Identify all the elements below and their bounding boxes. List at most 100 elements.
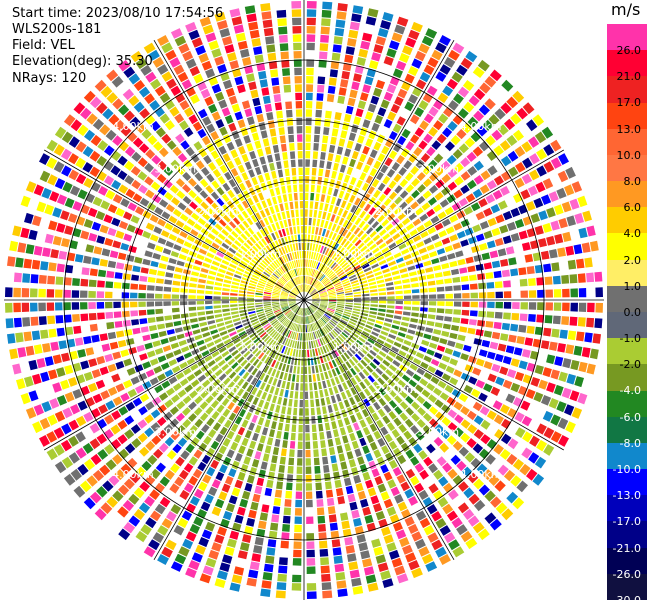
velocity-gate xyxy=(280,448,287,457)
velocity-gate xyxy=(261,504,270,513)
velocity-gate xyxy=(132,397,143,407)
velocity-gate xyxy=(181,79,193,90)
velocity-gate xyxy=(366,434,374,444)
velocity-gate xyxy=(296,315,300,324)
velocity-gate xyxy=(393,143,402,153)
velocity-gate xyxy=(400,321,409,327)
velocity-gate xyxy=(210,459,220,469)
velocity-gate xyxy=(337,335,345,343)
velocity-gate xyxy=(293,260,297,268)
velocity-gate xyxy=(595,287,603,298)
velocity-gate xyxy=(277,473,284,482)
velocity-gate xyxy=(258,264,265,271)
velocity-gate xyxy=(343,329,350,336)
velocity-gate xyxy=(306,285,310,293)
velocity-gate xyxy=(112,490,124,502)
velocity-gate xyxy=(61,423,72,435)
velocity-gate xyxy=(293,192,298,201)
velocity-gate xyxy=(446,435,457,446)
velocity-gate xyxy=(383,393,392,402)
velocity-gate xyxy=(216,251,225,258)
velocity-gate xyxy=(347,553,357,562)
velocity-gate xyxy=(536,277,545,286)
velocity-gate xyxy=(168,376,178,385)
velocity-gate xyxy=(205,32,217,43)
velocity-gate xyxy=(320,302,328,305)
velocity-gate xyxy=(306,59,315,67)
velocity-gate xyxy=(416,367,426,376)
velocity-gate xyxy=(145,71,157,83)
velocity-gate xyxy=(131,179,141,190)
velocity-gate xyxy=(244,230,251,238)
velocity-gate xyxy=(399,390,408,399)
velocity-gate xyxy=(401,128,411,139)
velocity-gate xyxy=(310,407,315,416)
velocity-gate xyxy=(306,76,314,84)
velocity-gate xyxy=(392,359,401,367)
velocity-gate xyxy=(495,301,503,309)
velocity-gate xyxy=(185,86,196,97)
velocity-gate xyxy=(304,374,308,383)
velocity-gate xyxy=(311,293,319,297)
velocity-gate xyxy=(237,203,245,212)
velocity-gate xyxy=(237,119,246,129)
velocity-gate xyxy=(216,404,225,413)
velocity-gate xyxy=(289,339,293,348)
velocity-gate xyxy=(135,384,145,394)
velocity-gate xyxy=(456,524,468,536)
velocity-gate xyxy=(264,269,272,276)
velocity-gate xyxy=(356,430,364,439)
velocity-gate xyxy=(415,159,425,169)
velocity-gate xyxy=(157,237,167,245)
velocity-gate xyxy=(305,441,311,449)
velocity-gate xyxy=(279,336,285,344)
velocity-gate xyxy=(483,330,492,338)
velocity-gate xyxy=(487,165,498,176)
velocity-gate xyxy=(192,265,201,271)
velocity-gate xyxy=(130,50,143,63)
velocity-gate xyxy=(346,140,354,149)
velocity-gate xyxy=(336,445,344,454)
velocity-gate xyxy=(343,311,352,315)
velocity-gate xyxy=(294,315,298,323)
velocity-gate xyxy=(440,429,451,440)
velocity-gate xyxy=(368,384,376,393)
velocity-gate xyxy=(254,325,262,331)
velocity-gate xyxy=(139,275,148,282)
velocity-gate xyxy=(103,214,113,224)
velocity-gate xyxy=(416,195,426,205)
velocity-gate xyxy=(312,300,320,302)
velocity-gate xyxy=(394,565,406,576)
velocity-gate xyxy=(336,11,347,20)
velocity-gate xyxy=(371,122,380,132)
velocity-gate xyxy=(89,166,100,178)
velocity-gate xyxy=(333,281,341,287)
velocity-gate xyxy=(384,318,393,323)
velocity-gate xyxy=(242,200,249,209)
velocity-gate xyxy=(338,271,345,277)
velocity-gate xyxy=(54,126,67,139)
velocity-gate xyxy=(435,71,447,82)
velocity-gate xyxy=(248,310,256,315)
velocity-gate xyxy=(472,367,482,376)
velocity-gate xyxy=(306,67,314,76)
velocity-gate xyxy=(338,323,345,329)
velocity-gate xyxy=(335,267,342,274)
velocity-gate xyxy=(373,141,382,151)
velocity-gate xyxy=(287,330,292,338)
velocity-gate xyxy=(300,284,303,292)
velocity-gate xyxy=(479,82,491,94)
velocity-gate xyxy=(138,86,151,98)
velocity-gate xyxy=(532,473,545,486)
velocity-gate xyxy=(473,338,482,346)
velocity-gate xyxy=(297,449,303,458)
velocity-gate xyxy=(468,355,477,364)
velocity-gate xyxy=(411,289,420,294)
velocity-gate xyxy=(274,271,281,278)
velocity-gate xyxy=(278,464,285,473)
velocity-gate xyxy=(344,290,353,294)
velocity-gate xyxy=(182,407,191,416)
velocity-gate xyxy=(319,245,324,254)
velocity-gate xyxy=(354,217,362,226)
velocity-gate xyxy=(467,265,476,273)
